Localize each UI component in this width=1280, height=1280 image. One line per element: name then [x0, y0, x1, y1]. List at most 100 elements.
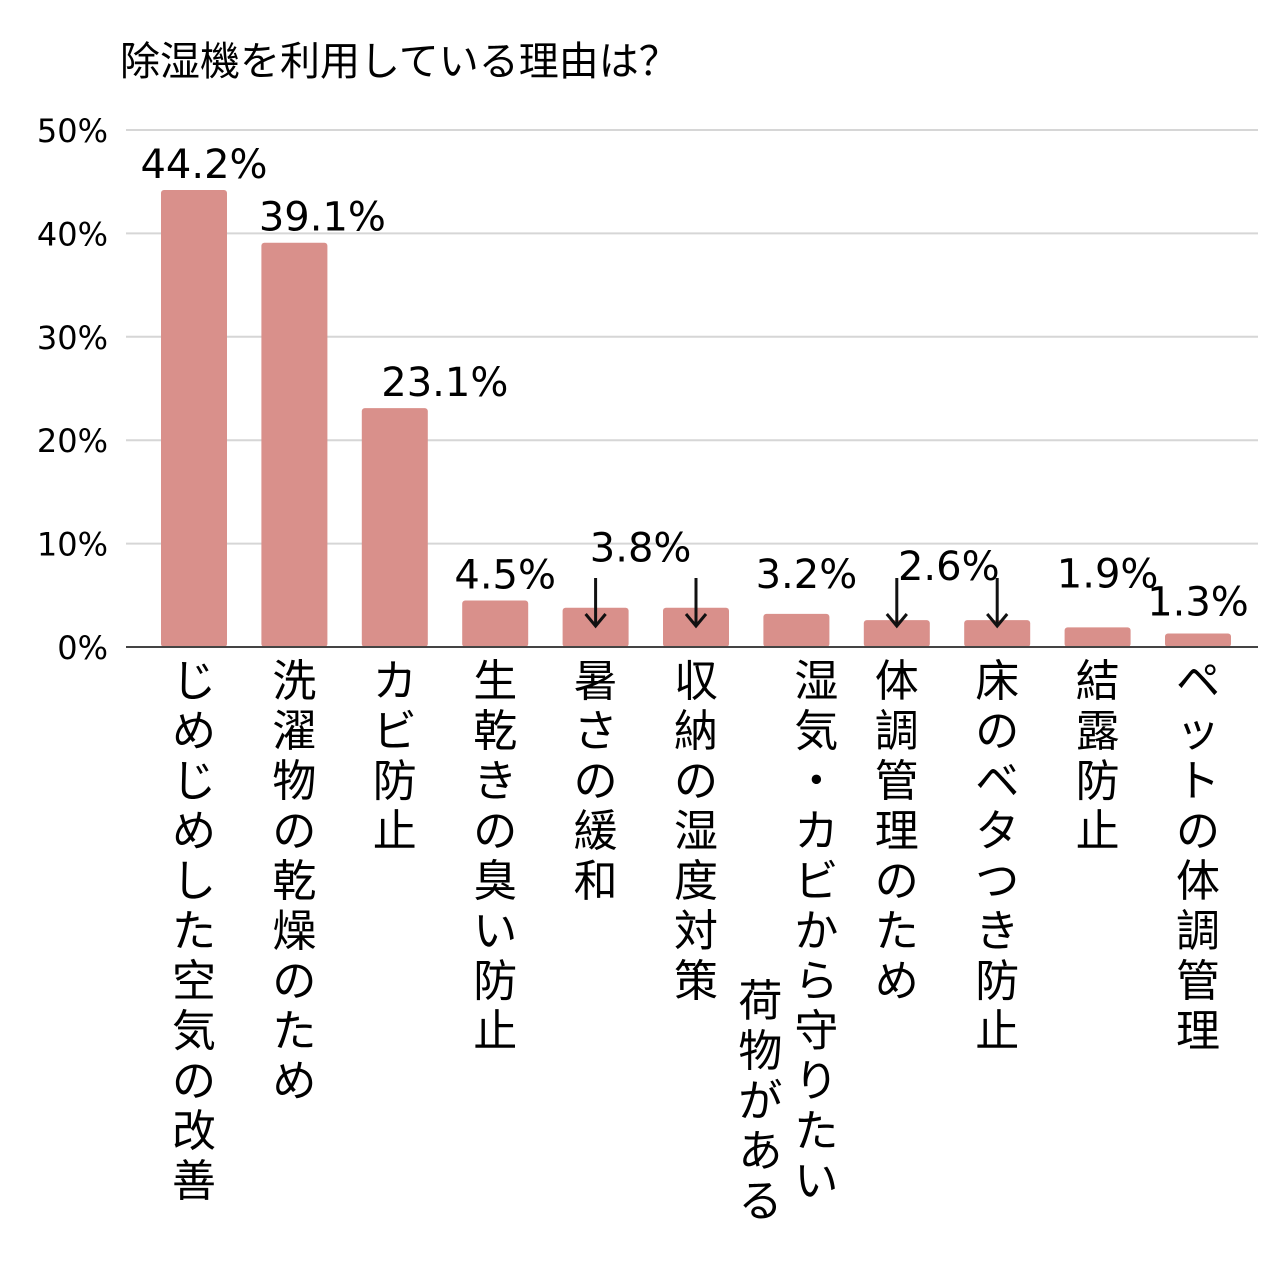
category-label-char: 空: [172, 956, 216, 1007]
data-labels: 44.2% 39.1% 23.1% 4.5% 3.8% 3.2% 2.6% 1.9%1.3%: [140, 142, 1248, 626]
category-label-char: 和: [574, 856, 618, 907]
category-label-char: 体: [875, 656, 919, 707]
category-label-char: 物: [272, 756, 316, 807]
y-tick-label: 10%: [37, 526, 108, 564]
category-label-char: 止: [473, 1006, 517, 1057]
category-label-char: の: [272, 956, 316, 1007]
category-label-char: 乾: [473, 706, 517, 757]
bar: [1165, 633, 1231, 647]
category-label-char: い: [473, 906, 517, 957]
bar: [462, 600, 529, 647]
category-label-char: 防: [975, 956, 1019, 1007]
category-label-char: タ: [975, 806, 1019, 857]
data-label: 39.1%: [259, 195, 386, 241]
arrow-head: [684, 613, 708, 629]
category-label-char: 調: [1176, 906, 1220, 957]
category-label-char: 管: [1176, 956, 1220, 1007]
category-label-char: い: [794, 1156, 838, 1207]
category-label-char: の: [272, 806, 316, 857]
category-label-char: の: [172, 1056, 216, 1107]
y-tick-label: 40%: [37, 215, 108, 253]
category-label-char: 体: [1176, 856, 1220, 907]
category-label-char: た: [272, 1006, 316, 1057]
data-label: 1.9%: [1057, 551, 1159, 597]
category-label-char: 止: [373, 806, 417, 857]
arrow-head: [584, 613, 607, 629]
category-label-char: 燥: [272, 906, 316, 957]
category-label-char: 防: [1076, 756, 1120, 807]
category-label-char: じ: [172, 756, 216, 807]
category-label-char: め: [172, 806, 216, 857]
category-label-char: 理: [875, 806, 919, 857]
category-label-char: 荷: [738, 976, 782, 1027]
bar: [863, 620, 930, 647]
category-label-char: め: [875, 956, 919, 1007]
category-label-char: ら: [794, 956, 838, 1007]
category-label-char: の: [574, 756, 618, 807]
category-label-char: の: [1176, 806, 1220, 857]
category-label-char: 暑: [574, 656, 618, 707]
category-label-char: ペ: [1176, 656, 1220, 707]
category-label-char: 度: [674, 856, 718, 907]
category-label-char: あ: [738, 1126, 782, 1177]
category-label-char: ・: [794, 756, 838, 807]
bar: [161, 189, 227, 648]
category-label-char: ビ: [794, 856, 838, 907]
y-tick-label: 20%: [37, 422, 108, 460]
category-label-char: が: [738, 1076, 782, 1127]
category-label-char: さ: [574, 706, 618, 757]
data-label: 1.3%: [1147, 580, 1249, 626]
y-tick-label: 30%: [37, 319, 108, 357]
category-label-char: 気: [794, 706, 838, 757]
category-label-char: た: [172, 906, 216, 957]
category-label-char: 湿: [674, 806, 718, 857]
y-tick-label: 0%: [57, 629, 108, 667]
bar: [261, 242, 328, 647]
data-label: 23.1%: [381, 360, 508, 406]
category-label-char: 濯: [272, 706, 316, 757]
data-label: 4.5%: [454, 552, 556, 598]
data-label: 2.6%: [898, 544, 1000, 590]
data-label: 3.8%: [590, 526, 692, 572]
category-label-char: 物: [738, 1026, 782, 1077]
category-label-char: 気: [172, 1006, 216, 1057]
bar: [763, 613, 830, 647]
y-tick-label: 50%: [37, 112, 108, 150]
category-label-char: 生: [473, 656, 517, 707]
bar: [1064, 627, 1131, 647]
category-label-char: 収: [674, 656, 718, 707]
category-label-char: る: [738, 1176, 782, 1227]
category-label-char: 露: [1076, 706, 1120, 757]
category-label-char: 守: [794, 1006, 838, 1057]
category-label-char: 防: [473, 956, 517, 1007]
category-label-char: ッ: [1176, 706, 1220, 757]
arrow-head: [986, 613, 1009, 629]
category-label-char: 理: [1176, 1006, 1220, 1057]
category-label-char: め: [272, 1056, 316, 1107]
category-label-char: 善: [172, 1156, 216, 1207]
data-label: 3.2%: [756, 552, 858, 598]
category-label-char: し: [172, 856, 216, 907]
category-label-char: た: [875, 906, 919, 957]
category-label-char: 管: [875, 756, 919, 807]
category-label-char: ベ: [975, 756, 1019, 807]
category-label-char: 乾: [272, 856, 316, 907]
label-arrows: [584, 578, 1009, 629]
category-label-char: 止: [1076, 806, 1120, 857]
category-label-char: 調: [875, 706, 919, 757]
category-label-char: 納: [674, 706, 718, 757]
category-label-char: 床: [975, 656, 1019, 707]
category-label-char: じ: [172, 656, 216, 707]
category-label-char: カ: [373, 656, 417, 707]
category-label-char: り: [794, 1056, 838, 1107]
chart-title: 除湿機を利用している理由は？: [120, 39, 679, 85]
data-label: 44.2%: [140, 142, 267, 188]
bar: [361, 408, 428, 647]
category-label-char: の: [975, 706, 1019, 757]
category-label-char: の: [674, 756, 718, 807]
category-label-char: ト: [1176, 756, 1220, 807]
category-labels: じめじめした空気の改善洗濯物の乾燥のためカビ防止生乾きの臭い防止暑さの緩和収納の…: [172, 656, 1220, 1227]
category-label-char: 策: [674, 956, 718, 1007]
category-label-char: の: [473, 806, 517, 857]
